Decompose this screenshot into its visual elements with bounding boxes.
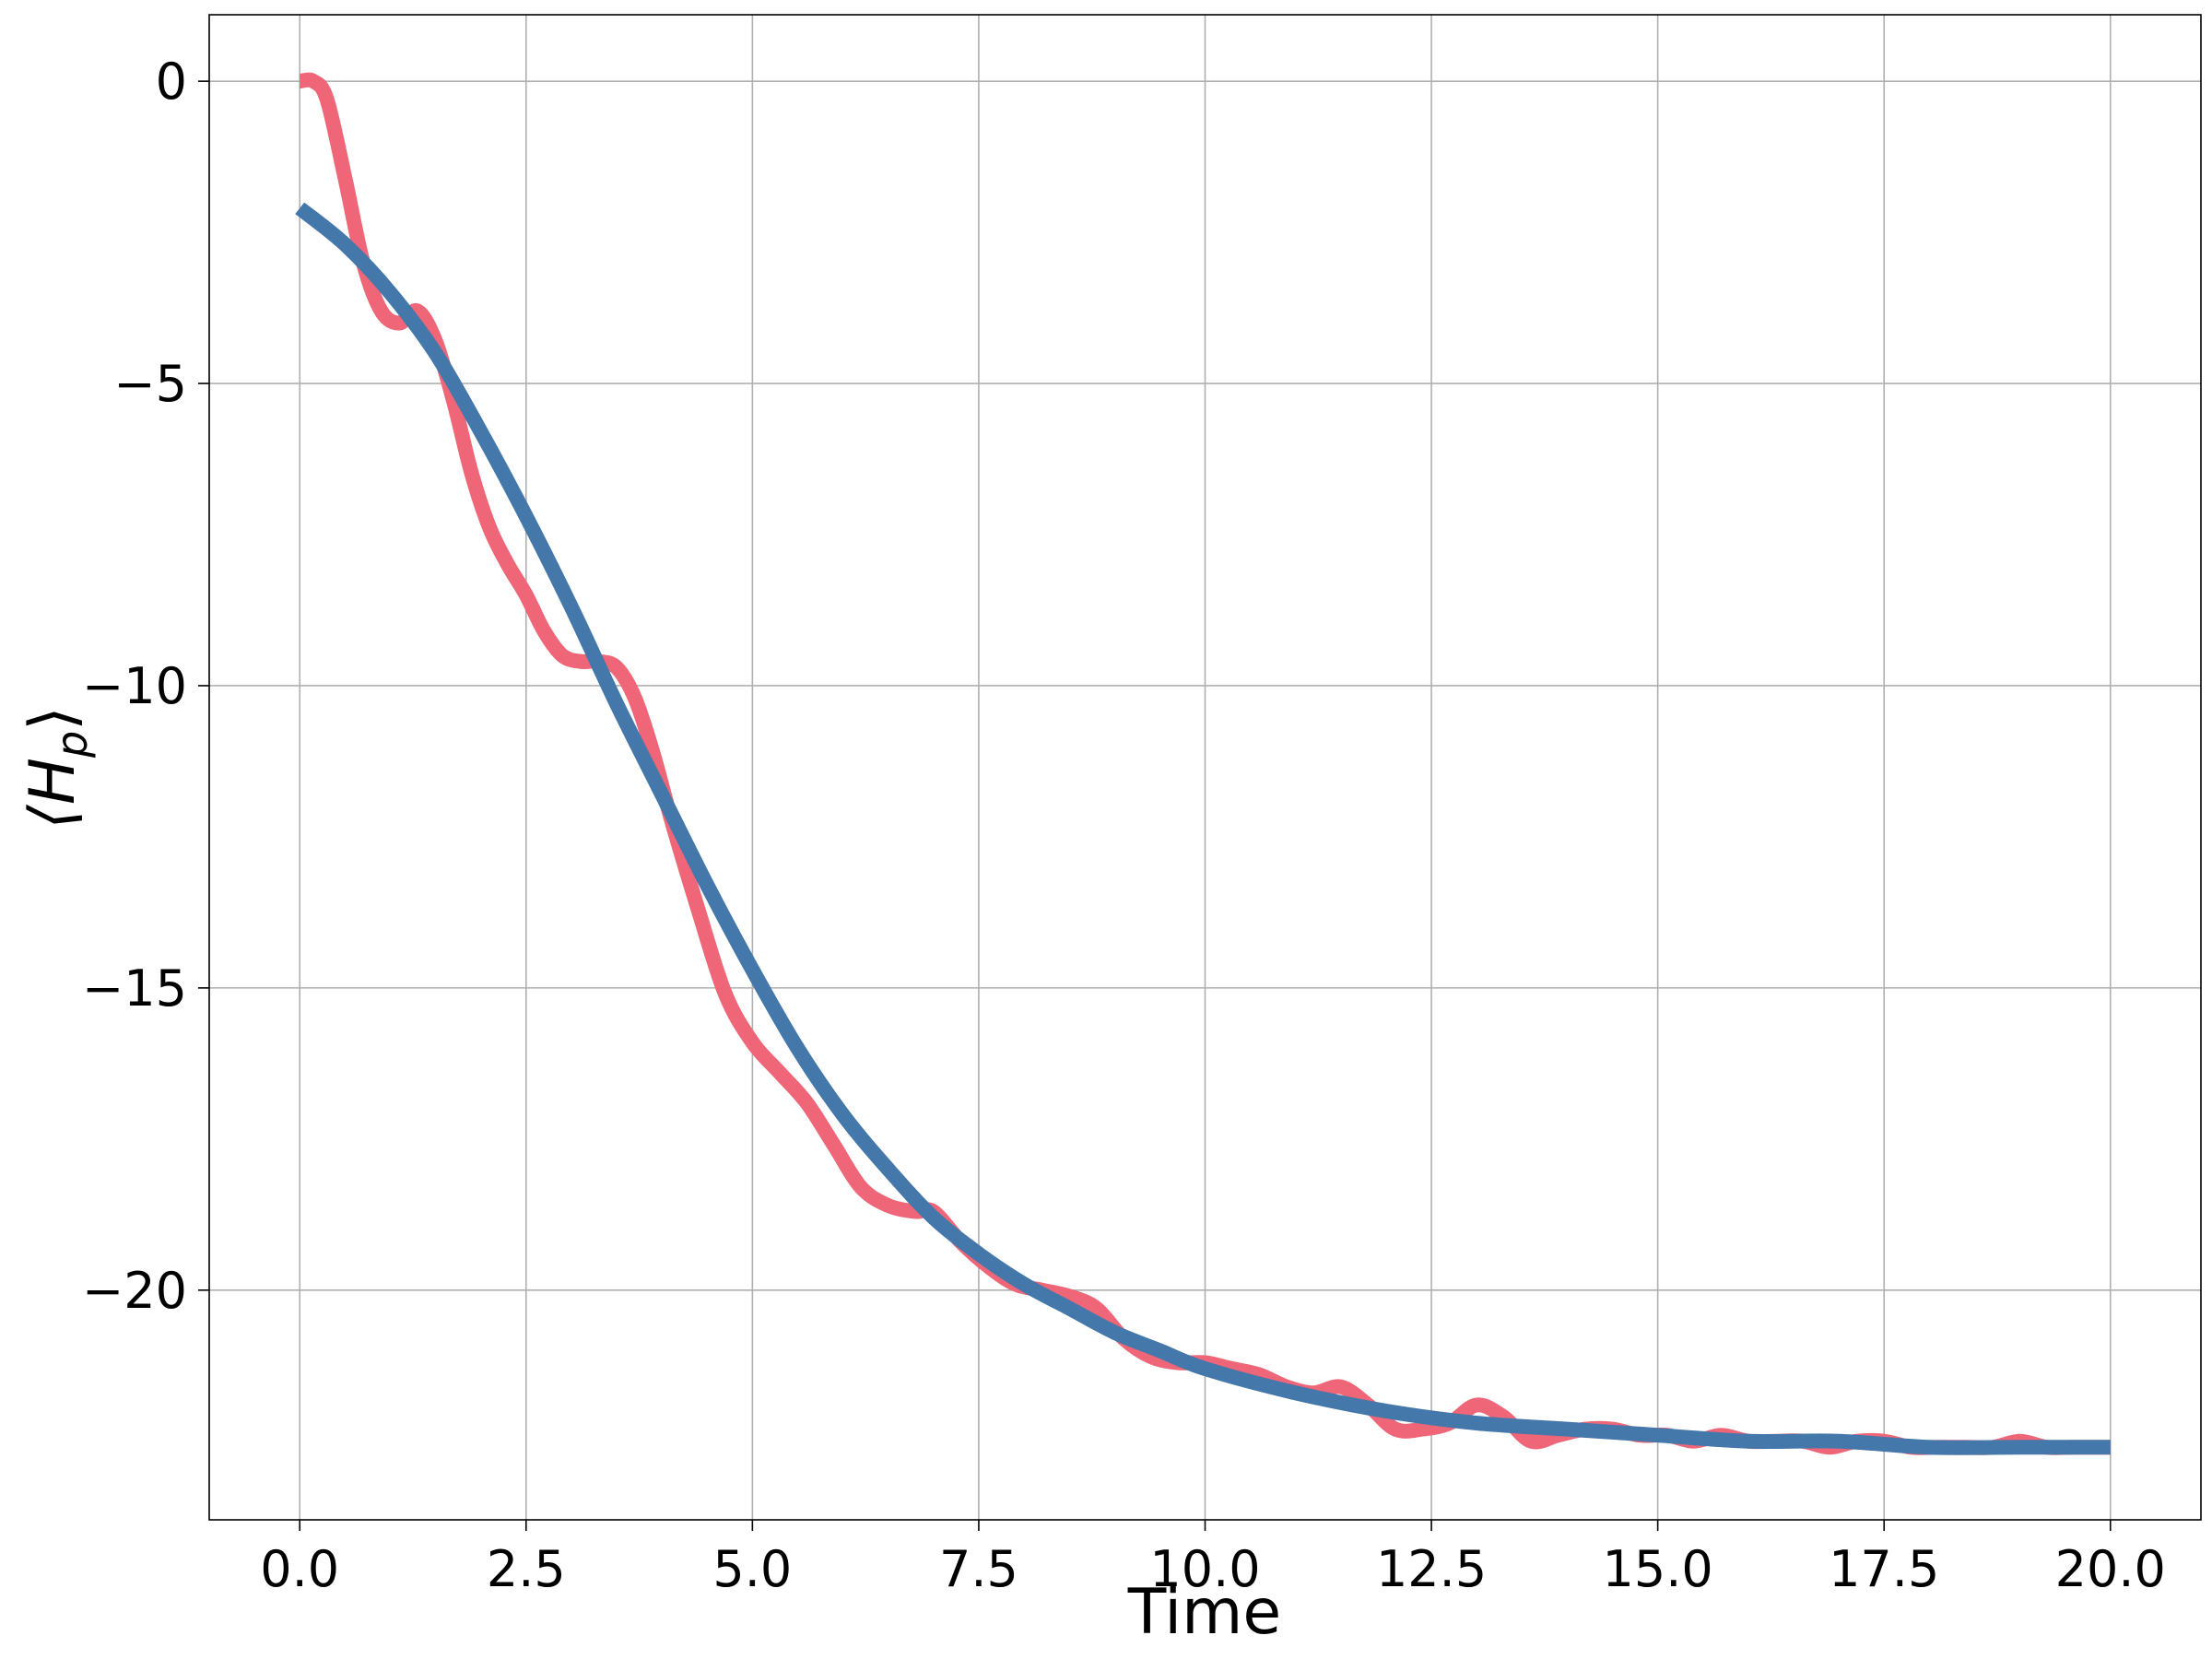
x-axis-label: Time: [1127, 1576, 1281, 1649]
series-layer: [295, 72, 2111, 1455]
x-tick-label: 2.5: [487, 1540, 566, 1598]
x-tick-label: 0.0: [260, 1540, 339, 1598]
x-tick-label: 12.5: [1376, 1540, 1487, 1598]
y-axis-label-main: ⟨H: [17, 758, 89, 830]
y-tick-label: 0: [156, 53, 187, 111]
y-axis-label-close: ⟩: [17, 706, 89, 731]
x-tick-label: 7.5: [939, 1540, 1018, 1598]
x-tick-label: 20.0: [2055, 1540, 2166, 1598]
x-tick-label: 15.0: [1603, 1540, 1713, 1598]
y-tick-label: −5: [113, 355, 187, 413]
x-tick-label: 5.0: [712, 1540, 792, 1598]
y-tick-label: −15: [82, 959, 187, 1018]
y-tick-label: −10: [82, 657, 187, 715]
grid-layer: [209, 15, 2201, 1520]
tick-layer: 0.0 2.5 5.0 7.5 10.0 12.5 15.0 17.5 20.0 0 −5 −10 −1…: [82, 53, 2166, 1598]
y-tick-label: −20: [82, 1262, 187, 1320]
y-axis-label: ⟨Hp⟩: [17, 706, 97, 829]
x-tick-label: 10.0: [1149, 1540, 1260, 1598]
y-axis-label-sub: p: [47, 731, 97, 759]
series-line-1: [295, 202, 2111, 1455]
x-tick-label: 17.5: [1829, 1540, 1939, 1598]
